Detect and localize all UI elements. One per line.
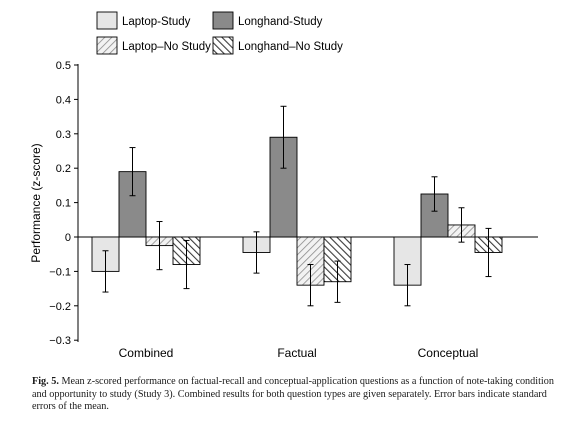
legend-entry: Longhand–No Study: [212, 36, 343, 55]
legend-label: Laptop-Study: [122, 16, 191, 28]
y-tick-label: 0.1: [56, 198, 71, 210]
bar-chart: Laptop-Study Longhand-Study Laptop–No Stud…: [29, 11, 538, 360]
legend-swatch: [212, 11, 234, 30]
legend-entry: Longhand-Study: [212, 11, 323, 30]
x-tick-label: Combined: [119, 346, 174, 360]
y-tick-label: 0.2: [56, 163, 71, 175]
caption-label: Fig. 5.: [32, 376, 59, 387]
legend-entry: Laptop-Study: [96, 11, 191, 30]
y-tick-label: 0.3: [56, 129, 71, 141]
x-tick-labels: Combined Factual Conceptual: [119, 346, 479, 360]
y-axis-label: Performance (z-score): [29, 143, 43, 262]
y-tick-label: 0: [65, 232, 71, 244]
error-bars: [102, 105, 492, 307]
x-tick-label: Factual: [277, 346, 316, 360]
legend: Laptop-Study Longhand-Study Laptop–No Stud…: [96, 11, 343, 55]
legend-swatch: [212, 36, 234, 55]
legend-swatch: [96, 36, 118, 55]
y-ticks: −0.3 −0.2 −0.1 0 0.1 0.2 0.3 0.4 0.5: [49, 60, 78, 347]
legend-label: Longhand-Study: [238, 16, 323, 28]
legend-label: Laptop–No Study: [122, 41, 211, 53]
x-tick-label: Conceptual: [418, 346, 479, 360]
y-tick-label: 0.5: [56, 60, 71, 72]
caption-text: Mean z-scored performance on factual-rec…: [32, 376, 554, 413]
figure-caption: Fig. 5. Mean z-scored performance on fac…: [32, 376, 560, 414]
legend-entry: Laptop–No Study: [96, 36, 211, 55]
bars: [91, 136, 503, 286]
legend-swatch: [96, 11, 118, 30]
legend-label: Longhand–No Study: [238, 41, 343, 53]
y-tick-label: −0.1: [49, 266, 71, 278]
y-tick-label: −0.2: [49, 301, 71, 313]
y-tick-label: −0.3: [49, 335, 71, 347]
y-tick-label: 0.4: [56, 94, 71, 106]
